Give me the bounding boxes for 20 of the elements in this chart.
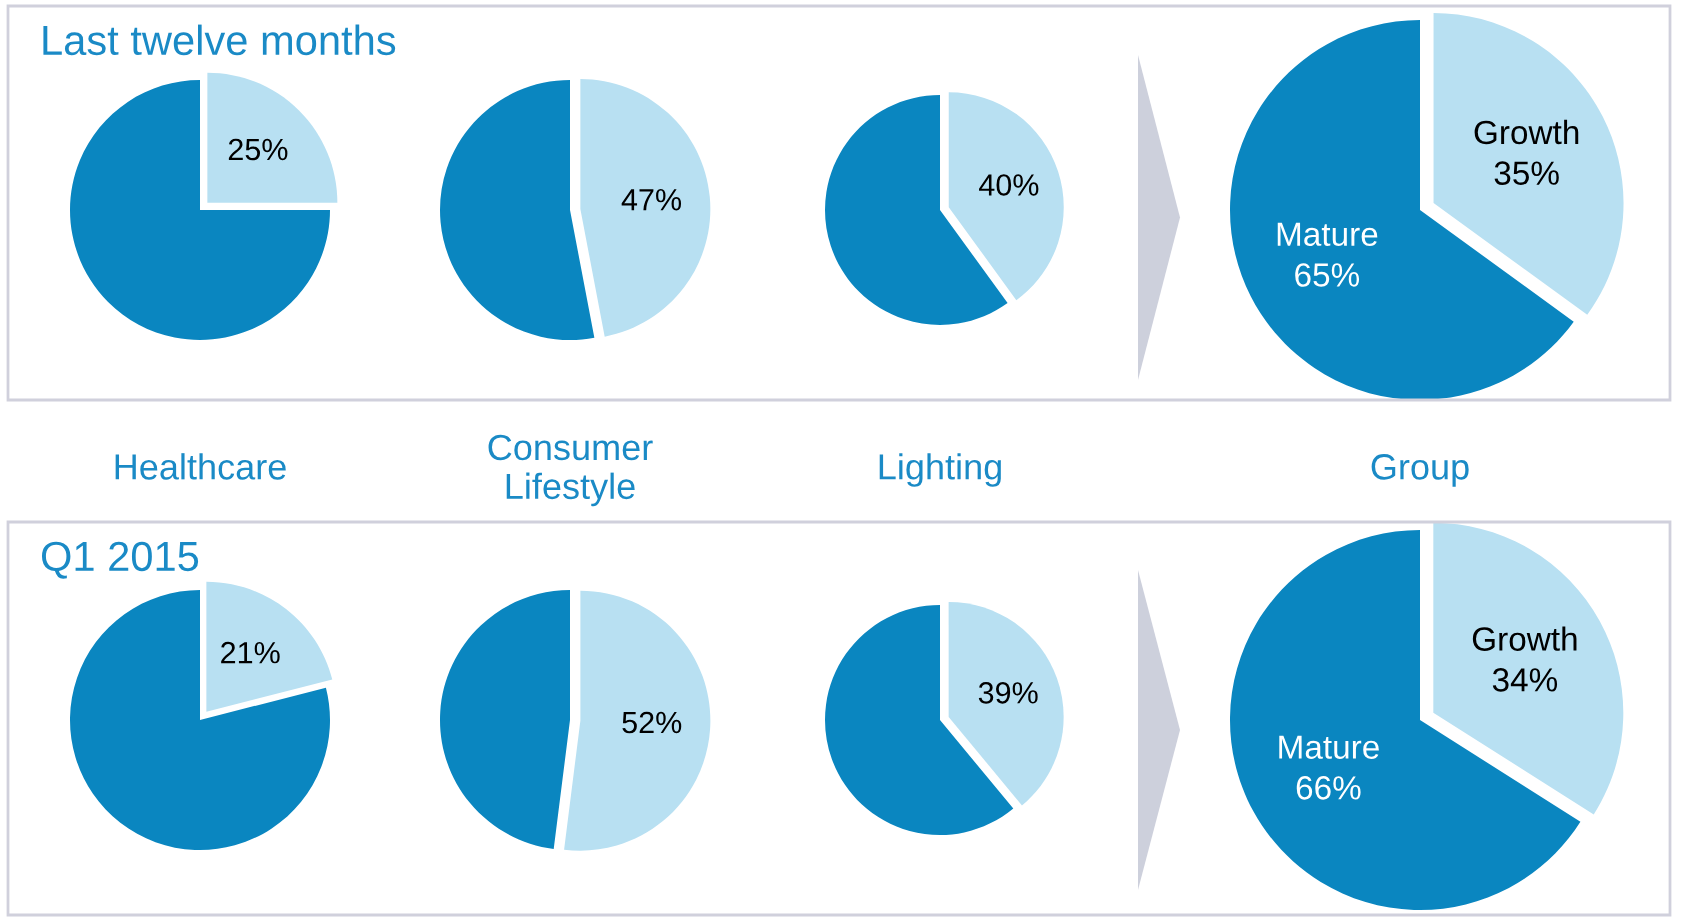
slice-label: Mature bbox=[1277, 222, 1378, 247]
text: Healthcare bbox=[115, 453, 286, 480]
data-label: 65% bbox=[1295, 263, 1360, 287]
chart-title: Last twelve months bbox=[43, 24, 396, 56]
text: Lighting bbox=[879, 453, 1001, 487]
chart-title: Q1 2015 bbox=[41, 541, 199, 579]
data-label: 35% bbox=[1494, 161, 1559, 185]
data-label: 34% bbox=[1492, 668, 1558, 692]
slice-label: Growth bbox=[1474, 119, 1579, 145]
text: Consumer Lifestyle bbox=[488, 434, 653, 507]
data-label: 25% bbox=[228, 138, 288, 161]
text: Group bbox=[1371, 454, 1469, 487]
data-label: 40% bbox=[979, 174, 1039, 196]
data-label: 66% bbox=[1296, 776, 1361, 800]
slice-label: Mature bbox=[1279, 735, 1379, 759]
slice-label: Growth bbox=[1472, 626, 1577, 651]
data-label: 52% bbox=[622, 711, 682, 734]
data-label: 21% bbox=[221, 641, 280, 664]
data-label: 39% bbox=[978, 682, 1038, 704]
data-label: 47% bbox=[621, 188, 682, 211]
